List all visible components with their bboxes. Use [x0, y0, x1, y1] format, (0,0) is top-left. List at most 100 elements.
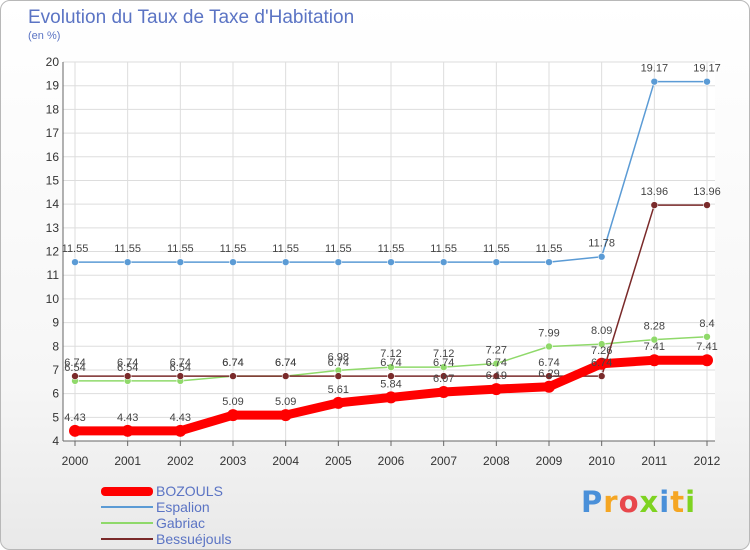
data-point-bozouls — [69, 424, 81, 437]
data-label-espalion: 11.55 — [114, 243, 141, 255]
data-label-gabriac: 8.09 — [591, 325, 612, 337]
data-label-espalion: 11.78 — [588, 238, 615, 250]
legend-swatch — [101, 486, 153, 496]
data-label-bessu-jouls: 13.96 — [693, 186, 721, 198]
y-tick-label: 6 — [52, 387, 59, 401]
data-point-espalion — [229, 258, 237, 266]
data-label-espalion: 11.55 — [325, 243, 352, 255]
legend-label: Gabriac — [156, 515, 206, 531]
x-tick-label: 2008 — [483, 454, 510, 468]
y-tick-label: 11 — [47, 268, 60, 282]
logo-letter: i — [685, 485, 697, 519]
data-point-bessu-jouls — [229, 372, 237, 380]
y-tick-label: 16 — [46, 150, 60, 164]
y-tick-label: 4 — [52, 434, 59, 448]
data-point-espalion — [492, 258, 501, 266]
data-label-bozouls: 6.19 — [486, 370, 507, 382]
x-tick-label: 2006 — [378, 454, 405, 468]
chart-unit: (en %) — [28, 30, 61, 42]
data-point-bozouls — [227, 409, 239, 422]
data-label-bessu-jouls: 6.74 — [486, 357, 507, 369]
data-point-bessu-jouls — [545, 372, 553, 380]
data-label-bessu-jouls: 6.74 — [538, 357, 559, 369]
data-label-gabriac: 7.27 — [486, 345, 507, 357]
x-tick-label: 2002 — [167, 454, 194, 468]
y-tick-label: 14 — [46, 197, 60, 211]
data-label-espalion: 11.55 — [430, 243, 457, 255]
legend-label: Bessuéjouls — [156, 531, 232, 547]
logo-letter: t — [670, 485, 686, 519]
data-point-espalion — [545, 258, 553, 266]
data-label-gabriac: 6.74 — [275, 357, 296, 369]
y-tick-label: 19 — [46, 79, 60, 93]
data-point-espalion — [703, 77, 711, 86]
legend-swatch — [101, 506, 153, 508]
data-point-gabriac — [545, 342, 553, 351]
data-point-bessu-jouls — [176, 372, 185, 380]
data-label-gabriac: 6.54 — [170, 362, 191, 374]
data-point-bessu-jouls — [334, 372, 343, 380]
data-label-bessu-jouls: 6.74 — [64, 357, 85, 369]
data-point-espalion — [71, 258, 79, 266]
data-point-espalion — [334, 258, 343, 266]
data-label-bozouls: 5.84 — [380, 378, 401, 390]
y-tick-label: 12 — [46, 245, 60, 259]
data-point-espalion — [387, 258, 395, 266]
y-tick-label: 18 — [46, 102, 60, 116]
y-tick-label: 17 — [46, 126, 60, 140]
data-label-bessu-jouls: 6.74 — [328, 357, 349, 369]
logo-letter: r — [603, 485, 619, 519]
data-point-bessu-jouls — [71, 372, 79, 380]
legend-label: Espalion — [156, 499, 210, 515]
x-tick-label: 2009 — [536, 454, 563, 468]
data-label-gabriac: 7.12 — [433, 348, 454, 360]
data-label-espalion: 11.55 — [536, 243, 563, 255]
data-point-bozouls — [701, 354, 713, 367]
data-point-espalion — [439, 258, 448, 266]
x-tick-label: 2010 — [588, 454, 615, 468]
logo-letter: P — [581, 485, 604, 519]
data-label-bozouls: 7.41 — [696, 341, 717, 353]
x-tick-label: 2005 — [325, 454, 352, 468]
data-point-bozouls — [543, 380, 555, 393]
data-label-bessu-jouls: 6.74 — [380, 357, 401, 369]
data-label-gabriac: 6.54 — [117, 362, 138, 374]
data-label-gabriac: 6.54 — [64, 362, 85, 374]
data-point-bessu-jouls — [281, 372, 290, 380]
data-point-espalion — [650, 77, 659, 86]
data-label-gabriac: 8.28 — [644, 321, 665, 333]
data-label-espalion: 11.55 — [272, 243, 299, 255]
legend-swatch — [101, 538, 153, 540]
data-point-gabriac — [492, 359, 501, 368]
data-label-bozouls: 4.43 — [117, 412, 138, 424]
data-label-bessu-jouls: 6.74 — [222, 357, 243, 369]
data-label-bozouls: 5.09 — [222, 396, 243, 408]
data-label-espalion: 11.55 — [62, 243, 89, 255]
data-label-bessu-jouls: 6.74 — [170, 357, 191, 369]
data-point-bessu-jouls — [123, 372, 132, 380]
data-point-bessu-jouls — [492, 372, 501, 380]
data-label-bozouls: 5.09 — [275, 396, 296, 408]
data-point-bessu-jouls — [650, 201, 659, 209]
data-point-bessu-jouls — [439, 372, 448, 380]
data-label-bessu-jouls: 6.74 — [591, 357, 612, 369]
x-tick-label: 2004 — [272, 454, 299, 468]
data-point-bozouls — [648, 354, 661, 367]
y-tick-label: 7 — [52, 363, 59, 377]
data-label-espalion: 11.55 — [378, 243, 405, 255]
data-label-espalion: 11.55 — [483, 243, 510, 255]
logo-letter: x — [639, 485, 660, 519]
legend-label: BOZOULS — [156, 483, 223, 499]
x-tick-label: 2012 — [694, 454, 721, 468]
y-tick-label: 9 — [52, 316, 59, 330]
data-label-bozouls: 5.61 — [328, 384, 349, 396]
data-point-espalion — [281, 258, 290, 266]
data-label-espalion: 19.17 — [641, 63, 669, 75]
data-label-gabriac: 8.4 — [699, 318, 714, 330]
data-label-bessu-jouls: 6.74 — [117, 357, 138, 369]
logo-letter: o — [618, 485, 640, 519]
y-tick-label: 13 — [46, 221, 60, 235]
y-tick-label: 15 — [46, 173, 60, 187]
data-point-gabriac — [597, 340, 606, 348]
